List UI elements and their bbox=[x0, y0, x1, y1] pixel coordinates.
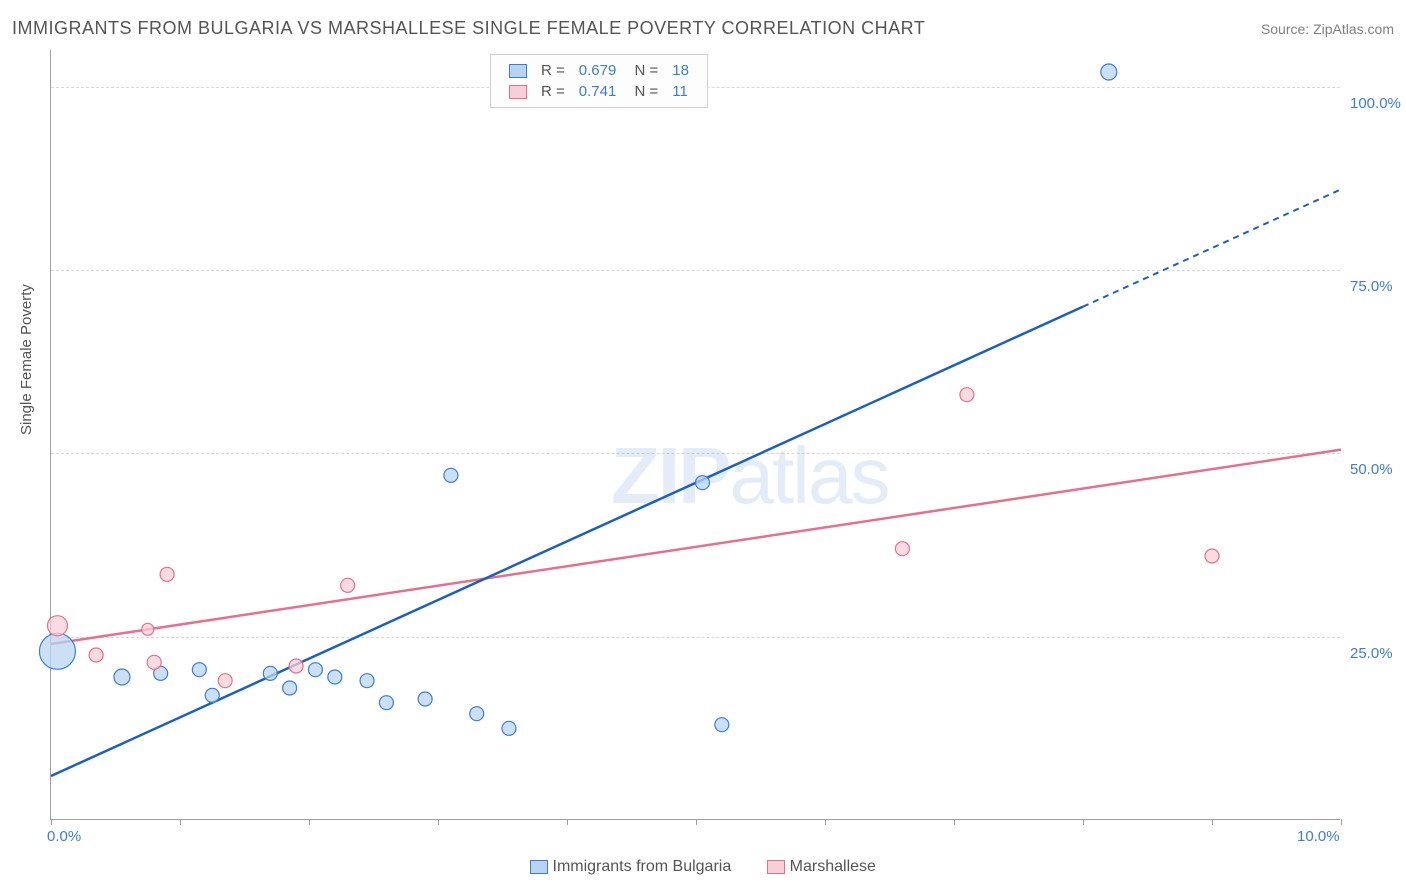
data-point bbox=[47, 616, 67, 636]
data-point bbox=[1101, 64, 1117, 80]
x-tick bbox=[954, 819, 955, 825]
chart-svg bbox=[51, 50, 1340, 819]
x-tick-label: 10.0% bbox=[1297, 828, 1340, 845]
data-point bbox=[960, 388, 974, 402]
x-tick bbox=[1212, 819, 1213, 825]
x-tick bbox=[51, 819, 52, 825]
legend-bottom: Immigrants from Bulgaria Marshallese bbox=[0, 858, 1406, 876]
legend-label: Immigrants from Bulgaria bbox=[553, 858, 732, 875]
r-value: 0.679 bbox=[573, 61, 623, 80]
legend-stats: R =0.679 N =18 R =0.741 N =11 bbox=[490, 54, 708, 108]
data-point bbox=[444, 468, 458, 482]
data-point bbox=[379, 696, 393, 710]
data-point bbox=[147, 655, 161, 669]
data-point bbox=[470, 707, 484, 721]
x-tick bbox=[309, 819, 310, 825]
data-point bbox=[283, 681, 297, 695]
legend-item: Marshallese bbox=[767, 858, 876, 875]
data-point bbox=[895, 542, 909, 556]
legend-swatch bbox=[767, 860, 785, 874]
n-value: 11 bbox=[666, 82, 695, 101]
data-point bbox=[695, 476, 709, 490]
plot-area: 25.0%50.0%75.0%100.0% 0.0%10.0% ZIPatlas bbox=[50, 50, 1340, 820]
legend-item: Immigrants from Bulgaria bbox=[530, 858, 731, 875]
data-point bbox=[715, 718, 729, 732]
data-point bbox=[142, 623, 154, 635]
data-point bbox=[192, 663, 206, 677]
chart-title: IMMIGRANTS FROM BULGARIA VS MARSHALLESE … bbox=[12, 18, 925, 39]
regression-line-extrapolated bbox=[1083, 189, 1341, 306]
x-tick bbox=[438, 819, 439, 825]
y-axis-label: Single Female Poverty bbox=[18, 284, 35, 435]
source-label: Source: ZipAtlas.com bbox=[1261, 21, 1394, 37]
data-point bbox=[218, 674, 232, 688]
x-tick-label: 0.0% bbox=[47, 828, 81, 845]
data-point bbox=[39, 633, 75, 669]
data-point bbox=[89, 648, 103, 662]
x-tick bbox=[1083, 819, 1084, 825]
n-value: 18 bbox=[666, 61, 695, 80]
x-tick bbox=[825, 819, 826, 825]
data-point bbox=[418, 692, 432, 706]
data-point bbox=[114, 669, 130, 685]
y-tick-label: 50.0% bbox=[1350, 461, 1406, 478]
data-point bbox=[1205, 549, 1219, 563]
regression-line bbox=[51, 307, 1083, 776]
legend-swatch bbox=[530, 860, 548, 874]
data-point bbox=[289, 659, 303, 673]
data-point bbox=[341, 578, 355, 592]
y-tick-label: 75.0% bbox=[1350, 278, 1406, 295]
data-point bbox=[308, 663, 322, 677]
r-value: 0.741 bbox=[573, 82, 623, 101]
legend-label: Marshallese bbox=[790, 858, 876, 875]
y-tick-label: 25.0% bbox=[1350, 645, 1406, 662]
legend-swatch bbox=[509, 64, 527, 78]
legend-stat-row: R =0.741 N =11 bbox=[503, 82, 695, 101]
data-point bbox=[502, 721, 516, 735]
data-point bbox=[360, 674, 374, 688]
x-tick bbox=[180, 819, 181, 825]
legend-stat-row: R =0.679 N =18 bbox=[503, 61, 695, 80]
x-tick bbox=[1341, 819, 1342, 825]
x-tick bbox=[696, 819, 697, 825]
data-point bbox=[263, 666, 277, 680]
data-point bbox=[160, 567, 174, 581]
data-point bbox=[205, 688, 219, 702]
y-tick-label: 100.0% bbox=[1350, 95, 1406, 112]
data-point bbox=[328, 670, 342, 684]
x-tick bbox=[567, 819, 568, 825]
legend-swatch bbox=[509, 85, 527, 99]
header: IMMIGRANTS FROM BULGARIA VS MARSHALLESE … bbox=[12, 18, 1394, 39]
